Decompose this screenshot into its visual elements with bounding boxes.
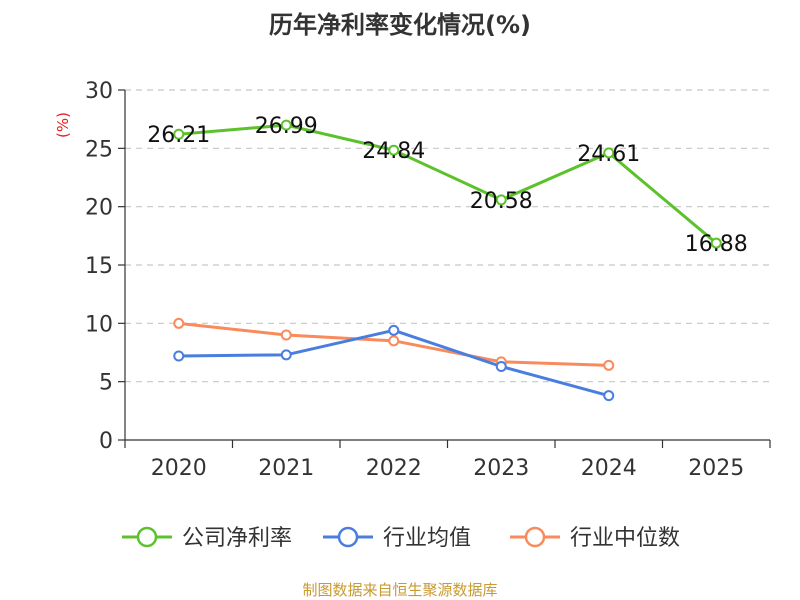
data-point	[495, 194, 507, 206]
data-point	[280, 349, 292, 361]
data-point	[173, 317, 185, 329]
data-point	[710, 237, 722, 249]
data-point	[388, 335, 400, 347]
data-label: 26.99	[255, 114, 318, 139]
data-source: 制图数据来自恒生聚源数据库	[302, 581, 497, 599]
data-point	[603, 390, 615, 402]
data-point	[173, 128, 185, 140]
series-points	[173, 119, 722, 402]
legend-label: 行业均值	[383, 526, 471, 551]
data-labels: 26.21 26.99 24.84 20.58 24.61 16.88	[147, 114, 747, 257]
legend-item-0[interactable]: 公司净利率	[122, 526, 292, 551]
x-tick-label: 2022	[366, 456, 422, 481]
data-point	[495, 361, 507, 372]
x-tick-label: 2021	[258, 456, 314, 481]
data-label: 24.61	[577, 142, 640, 167]
data-label: 20.58	[470, 189, 533, 214]
axes	[118, 89, 771, 448]
data-label: 26.21	[147, 123, 210, 148]
legend-item-2[interactable]: 行业中位数	[510, 526, 680, 551]
x-tick-label: 2025	[688, 456, 744, 481]
data-point	[388, 144, 400, 156]
y-tick-label: 15	[85, 254, 113, 279]
legend-label: 行业中位数	[570, 526, 680, 551]
legend-marker	[524, 526, 546, 548]
y-tick-labels: 0 5 10 15 20 25 30	[85, 79, 113, 454]
x-tick-labels: 2020 2021 2022 2023 2024 2025	[151, 456, 745, 481]
chart-title: 历年净利率变化情况(%)	[269, 11, 531, 39]
x-tick-label: 2020	[151, 456, 207, 481]
y-tick-label: 10	[85, 312, 113, 337]
data-point	[173, 350, 185, 362]
legend-item-1[interactable]: 行业均值	[323, 526, 471, 551]
legend-marker	[337, 526, 359, 548]
data-point	[603, 147, 615, 159]
x-tick-label: 2024	[581, 456, 637, 481]
y-axis-unit: (%)	[54, 112, 72, 138]
data-label: 16.88	[685, 232, 748, 257]
data-point	[280, 329, 292, 341]
legend-marker	[136, 526, 158, 548]
series-line-0	[178, 123, 718, 245]
legend[interactable]: 公司净利率 行业均值 行业中位数	[122, 526, 680, 551]
data-point	[603, 359, 615, 371]
grid-lines	[125, 89, 770, 383]
data-label: 24.84	[362, 139, 425, 164]
y-tick-label: 20	[85, 196, 113, 221]
y-tick-label: 30	[85, 79, 113, 104]
legend-label: 公司净利率	[182, 526, 292, 551]
x-tick-label: 2023	[473, 456, 529, 481]
y-tick-label: 5	[99, 371, 113, 396]
y-tick-label: 0	[99, 429, 113, 454]
data-point	[280, 119, 292, 131]
y-tick-label: 25	[85, 137, 113, 162]
data-point	[388, 324, 400, 336]
